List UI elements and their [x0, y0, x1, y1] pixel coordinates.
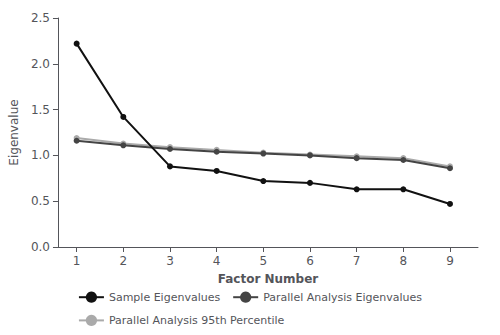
- svg-text:0.5: 0.5: [31, 194, 50, 208]
- svg-text:Eigenvalue: Eigenvalue: [7, 99, 21, 165]
- svg-text:Factor Number: Factor Number: [218, 272, 319, 286]
- svg-text:8: 8: [400, 254, 408, 268]
- svg-text:2.0: 2.0: [31, 57, 50, 71]
- svg-text:4: 4: [213, 254, 221, 268]
- svg-text:3: 3: [166, 254, 174, 268]
- svg-text:2.5: 2.5: [31, 11, 50, 25]
- svg-text:2: 2: [119, 254, 127, 268]
- svg-text:1.5: 1.5: [31, 103, 50, 117]
- svg-text:9: 9: [446, 254, 454, 268]
- svg-text:Parallel Analysis Eigenvalues: Parallel Analysis Eigenvalues: [263, 291, 422, 304]
- svg-text:0.0: 0.0: [31, 240, 50, 254]
- svg-text:6: 6: [306, 254, 314, 268]
- svg-text:1.0: 1.0: [31, 148, 50, 162]
- svg-text:5: 5: [260, 254, 268, 268]
- svg-text:7: 7: [353, 254, 361, 268]
- svg-text:1: 1: [73, 254, 81, 268]
- svg-text:Sample Eigenvalues: Sample Eigenvalues: [109, 291, 221, 304]
- svg-text:Parallel Analysis 95th Percent: Parallel Analysis 95th Percentile: [109, 314, 285, 327]
